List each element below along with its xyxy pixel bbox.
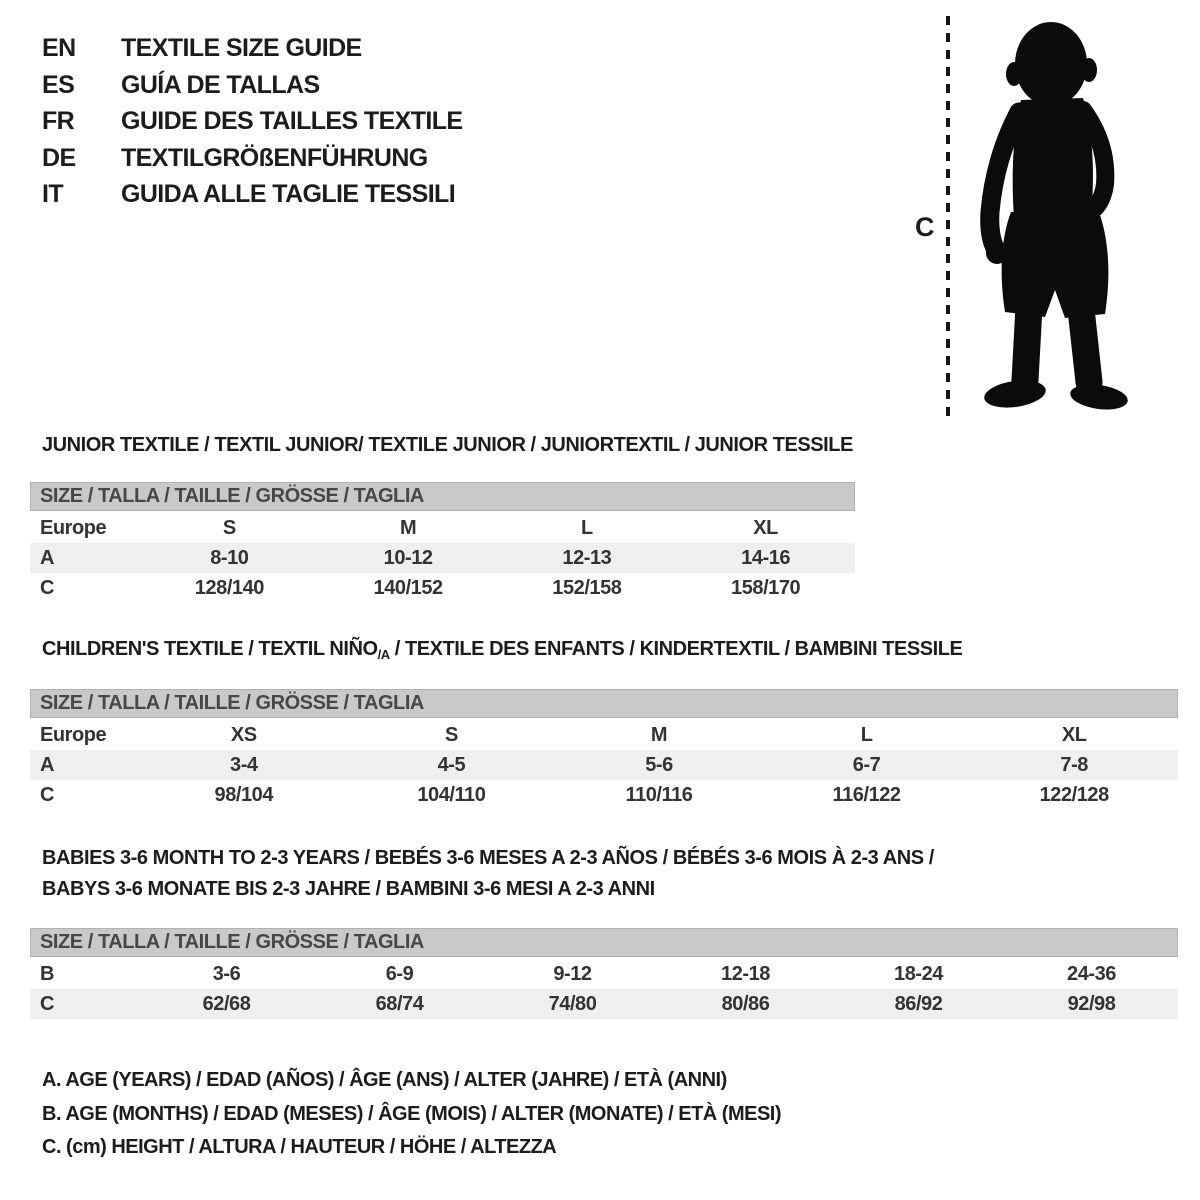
age-cell: 18-24 <box>894 962 943 985</box>
size-cell: XS <box>230 723 257 746</box>
age-cell: 12-18 <box>721 962 770 985</box>
table-row: Europe S M L XL <box>30 513 855 543</box>
height-cell: 122/128 <box>1039 783 1110 806</box>
height-cell: 104/110 <box>417 783 486 806</box>
measurement-legend: A. AGE (YEARS) / EDAD (AÑOS) / ÂGE (ANS)… <box>42 1064 782 1165</box>
age-cell: 10-12 <box>383 546 433 569</box>
height-measure-dashed-line <box>946 16 950 416</box>
children-section-heading: CHILDREN'S TEXTILE / TEXTIL NIÑO/A / TEX… <box>42 638 963 662</box>
language-title: GUÍA DE TALLAS <box>121 70 320 99</box>
age-cell: 12-13 <box>562 546 612 569</box>
size-cell: L <box>580 516 593 539</box>
height-cell: 62/68 <box>202 992 251 1015</box>
height-measure-label: C <box>915 212 935 242</box>
table-row: C 128/140 140/152 152/158 158/170 <box>30 573 855 603</box>
heading-subscript: /A <box>377 647 391 662</box>
age-cell: 6-9 <box>385 962 414 985</box>
children-size-table: SIZE / TALLA / TAILLE / GRÖSSE / TAGLIA … <box>30 689 1178 810</box>
heading-line-2: BABYS 3-6 MONATE BIS 2-3 JAHRE / BAMBINI… <box>42 878 655 900</box>
babies-section-heading: BABIES 3-6 MONTH TO 2-3 YEARS / BEBÉS 3-… <box>42 843 934 905</box>
age-cell: 5-6 <box>645 753 673 776</box>
table-row: B 3-6 6-9 9-12 12-18 18-24 24-36 <box>30 959 1178 989</box>
size-cell: S <box>444 723 458 746</box>
height-cell: 74/80 <box>548 992 597 1015</box>
row-label: B <box>40 962 54 985</box>
table-row: C 98/104 104/110 110/116 116/122 122/128 <box>30 780 1178 810</box>
height-cell: 140/152 <box>373 576 444 599</box>
row-label: A <box>40 546 54 569</box>
children-size-header: SIZE / TALLA / TAILLE / GRÖSSE / TAGLIA <box>30 689 1178 718</box>
heading-line-1: BABIES 3-6 MONTH TO 2-3 YEARS / BEBÉS 3-… <box>42 847 934 869</box>
language-row-fr: FR GUIDE DES TAILLES TEXTILE <box>42 103 463 140</box>
size-cell: XL <box>1061 723 1087 746</box>
babies-size-table: SIZE / TALLA / TAILLE / GRÖSSE / TAGLIA … <box>30 928 1178 1019</box>
junior-size-header: SIZE / TALLA / TAILLE / GRÖSSE / TAGLIA <box>30 482 855 511</box>
table-row: A 3-4 4-5 5-6 6-7 7-8 <box>30 750 1178 780</box>
row-label: C <box>40 783 54 806</box>
language-title: GUIDA ALLE TAGLIE TESSILI <box>121 180 456 208</box>
height-cell: 68/74 <box>375 992 424 1015</box>
size-cell: XL <box>753 516 778 539</box>
age-cell: 3-6 <box>212 962 241 985</box>
height-cell: 116/122 <box>832 783 901 806</box>
height-cell: 80/86 <box>721 992 770 1015</box>
language-row-en: EN TEXTILE SIZE GUIDE <box>42 30 463 67</box>
row-label: A <box>40 753 54 776</box>
language-code: FR <box>42 107 75 135</box>
language-title: TEXTILE SIZE GUIDE <box>121 34 362 62</box>
row-label: C <box>40 576 54 599</box>
age-cell: 14-16 <box>741 546 791 569</box>
language-code: IT <box>42 180 64 208</box>
babies-size-header: SIZE / TALLA / TAILLE / GRÖSSE / TAGLIA <box>30 928 1178 957</box>
language-row-es: ES GUÍA DE TALLAS <box>42 67 463 104</box>
language-title: GUIDE DES TAILLES TEXTILE <box>121 107 463 135</box>
junior-size-table: SIZE / TALLA / TAILLE / GRÖSSE / TAGLIA … <box>30 482 855 603</box>
heading-text: CHILDREN'S TEXTILE / TEXTIL NIÑO <box>42 638 378 660</box>
age-cell: 8-10 <box>210 546 249 569</box>
height-cell: 86/92 <box>894 992 943 1015</box>
language-title: TEXTILGRÖßENFÜHRUNG <box>121 143 428 172</box>
age-cell: 7-8 <box>1060 753 1088 776</box>
language-row-it: IT GUIDA ALLE TAGLIE TESSILI <box>42 176 463 213</box>
row-label: Europe <box>40 723 107 746</box>
age-cell: 3-4 <box>230 753 258 776</box>
toddler-silhouette-icon <box>980 22 1128 410</box>
row-label: C <box>40 992 54 1015</box>
height-cell: 128/140 <box>194 576 265 599</box>
language-list: EN TEXTILE SIZE GUIDE ES GUÍA DE TALLAS … <box>42 30 463 213</box>
height-cell: 98/104 <box>214 783 274 806</box>
legend-line-c: C. (cm) HEIGHT / ALTURA / HAUTEUR / HÖHE… <box>42 1136 557 1158</box>
size-cell: M <box>400 516 417 539</box>
table-row: Europe XS S M L XL <box>30 720 1178 750</box>
table-row: C 62/68 68/74 74/80 80/86 86/92 92/98 <box>30 989 1178 1019</box>
table-row: A 8-10 10-12 12-13 14-16 <box>30 543 855 573</box>
junior-section-heading: JUNIOR TEXTILE / TEXTIL JUNIOR/ TEXTILE … <box>42 434 853 456</box>
age-cell: 6-7 <box>852 753 881 776</box>
height-cell: 92/98 <box>1067 992 1116 1015</box>
row-label: Europe <box>40 516 107 539</box>
age-cell: 9-12 <box>553 962 592 985</box>
height-cell: 158/170 <box>731 576 801 599</box>
language-code: EN <box>42 34 76 62</box>
height-cell: 110/116 <box>625 783 693 806</box>
age-cell: 4-5 <box>437 753 466 776</box>
legend-line-b: B. AGE (MONTHS) / EDAD (MESES) / ÂGE (MO… <box>42 1102 782 1125</box>
size-cell: M <box>650 723 668 746</box>
language-code: DE <box>42 143 76 172</box>
language-row-de: DE TEXTILGRÖßENFÜHRUNG <box>42 140 463 177</box>
size-cell: L <box>860 723 873 746</box>
size-cell: S <box>222 516 236 539</box>
age-cell: 24-36 <box>1067 962 1116 985</box>
heading-text: / TEXTILE DES ENFANTS / KINDERTEXTIL / B… <box>389 638 963 660</box>
height-cell: 152/158 <box>552 576 622 599</box>
language-code: ES <box>42 70 75 99</box>
legend-line-a: A. AGE (YEARS) / EDAD (AÑOS) / ÂGE (ANS)… <box>42 1069 727 1091</box>
